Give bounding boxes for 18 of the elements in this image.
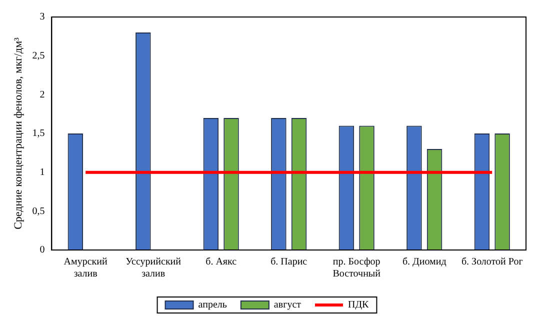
y-tick-label: 2,5 <box>32 50 45 62</box>
y-axis-title: Средние концентрации фенолов, мкг/дм³ <box>12 36 24 230</box>
x-tick-label: б. Диомид <box>402 256 446 268</box>
x-tick-label: пр. Босфор Восточный <box>332 256 382 280</box>
y-tick-label: 0 <box>40 244 45 256</box>
x-tick-label: Уссурийский залив <box>126 256 182 280</box>
y-tick-label: 1,5 <box>32 128 45 140</box>
y-tick-label: 0,5 <box>32 206 45 217</box>
y-tick-label: 2 <box>40 89 45 100</box>
legend-label: ПДК <box>348 300 370 311</box>
x-tick-label: Амурский залив <box>64 256 108 280</box>
x-tick-label: б. Аякс <box>206 256 238 268</box>
y-tick-label: 3 <box>40 12 45 23</box>
x-tick-label: б. Парис <box>270 256 308 268</box>
legend-label: апрель <box>198 300 228 311</box>
legend-label: август <box>274 300 302 311</box>
y-tick-label: 1 <box>40 166 45 178</box>
x-tick-label: б. Золотой Рог <box>461 256 523 268</box>
